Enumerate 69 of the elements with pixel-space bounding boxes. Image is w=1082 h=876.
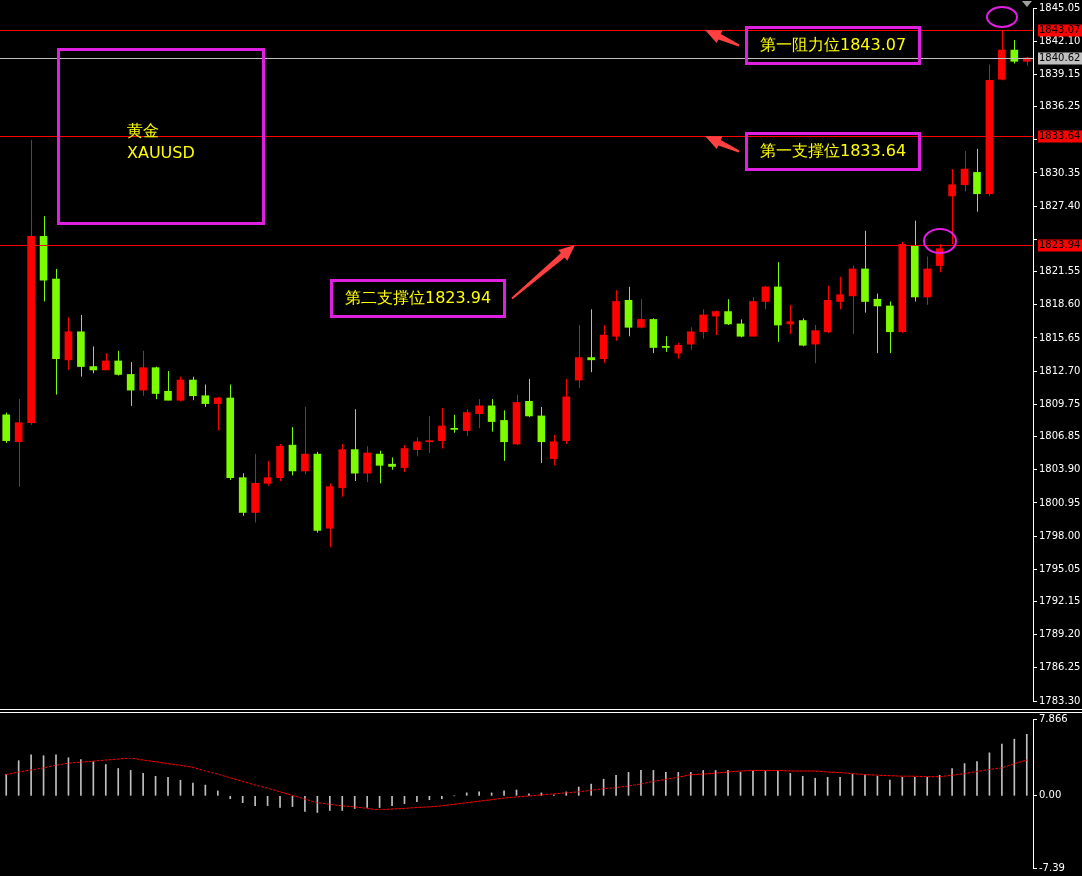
y-tick-label: 1845.05 [1039, 1, 1081, 13]
candlestick [550, 434, 558, 466]
y-tick-label: 1809.75 [1039, 397, 1081, 409]
y-tick-label: 1789.20 [1039, 628, 1081, 640]
y-tick-label: 1821.55 [1039, 265, 1081, 277]
candlestick [574, 324, 583, 389]
candlestick [164, 370, 172, 401]
candlestick [114, 350, 123, 377]
y-tick-label: 1783.30 [1039, 694, 1081, 706]
ref-line-label: 1843.07 [1039, 24, 1081, 36]
candlestick [587, 308, 596, 373]
candlestick [375, 450, 384, 484]
candlestick [425, 415, 434, 454]
candlestick [263, 460, 272, 487]
candlestick [438, 407, 446, 449]
ref-line-label: 1823.94 [1039, 239, 1081, 251]
candlestick [462, 408, 471, 437]
y-tick-label: 1803.90 [1039, 463, 1081, 475]
candlestick [176, 376, 185, 402]
candlestick [400, 444, 409, 473]
candlestick [525, 378, 533, 418]
candlestick [811, 324, 820, 364]
y-tick-label: 1839.15 [1039, 67, 1081, 79]
candlestick [139, 350, 147, 397]
candlestick [189, 376, 197, 401]
y-tick-label: 1812.70 [1039, 364, 1081, 376]
y-tick-label: 1815.65 [1039, 331, 1081, 343]
text: 黄金 [127, 121, 159, 142]
candlestick [686, 326, 695, 351]
candlestick [960, 150, 969, 192]
candlestick [14, 398, 23, 488]
candlestick [786, 304, 795, 335]
candlestick [973, 148, 981, 213]
candlestick [487, 398, 496, 433]
y-tick-label: 1800.95 [1039, 496, 1081, 508]
ref-line-label: 1833.64 [1039, 130, 1081, 142]
y-tick-label: 1836.25 [1039, 100, 1081, 112]
y-tick-label: 1842.10 [1039, 34, 1081, 46]
candlestick [201, 384, 210, 408]
y-tick-label: 1818.60 [1039, 298, 1081, 310]
candlestick [724, 298, 732, 326]
candlestick [761, 285, 770, 310]
y-tick-label: 0.00 [1039, 789, 1062, 801]
y-tick-label: -7.39 [1039, 861, 1065, 873]
candlestick [89, 345, 98, 374]
y-tick-label: 1806.85 [1039, 430, 1081, 442]
ref-line-label: 1840.62 [1039, 52, 1081, 64]
y-tick-label: 1795.05 [1039, 562, 1081, 574]
annotation: 第一支撑位1833.64 [745, 132, 922, 172]
candlestick [301, 406, 309, 475]
candlestick [836, 276, 844, 310]
y-tick-label: 1830.35 [1039, 166, 1081, 178]
candlestick [126, 361, 135, 407]
annotation: 第二支撑位1823.94 [330, 278, 507, 318]
y-tick-label: 1798.00 [1039, 529, 1081, 541]
annotation: 第一阻力位1843.07 [745, 26, 922, 66]
y-tick-label: 1786.25 [1039, 661, 1081, 673]
candlestick [699, 308, 708, 340]
candlestick [413, 436, 421, 457]
candlestick [475, 398, 483, 429]
candlestick [711, 309, 720, 336]
candlestick [637, 298, 645, 329]
y-tick-label: 1792.15 [1039, 595, 1081, 607]
candlestick [363, 445, 371, 483]
candlestick [500, 409, 508, 462]
candlestick [213, 396, 222, 432]
y-tick-label: 7.866 [1039, 712, 1068, 724]
y-tick-label: 1827.40 [1039, 199, 1081, 211]
text: XAUUSD [127, 143, 195, 162]
